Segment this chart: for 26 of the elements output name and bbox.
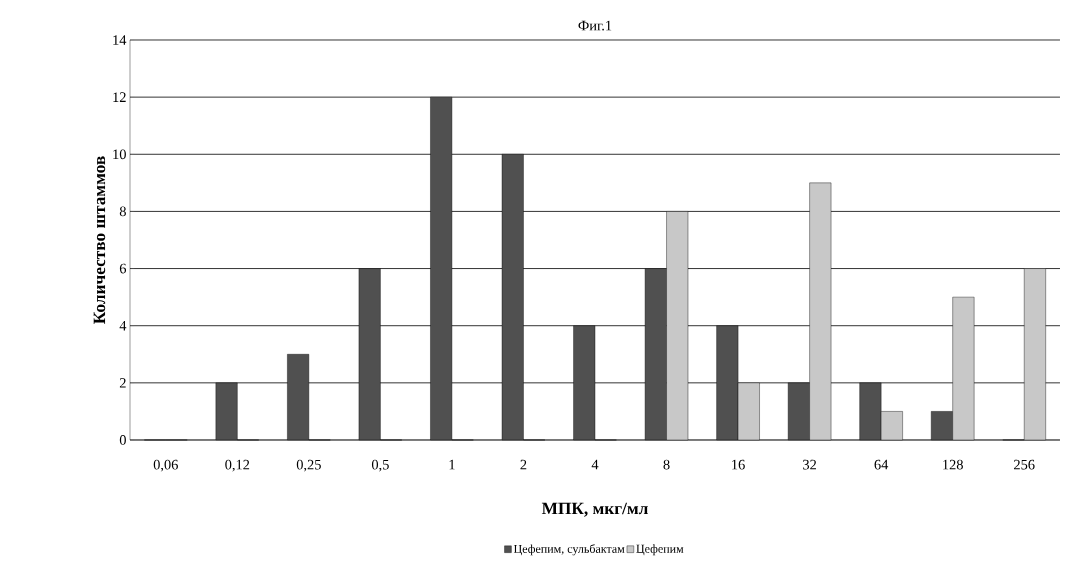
x-tick-label: 8 — [663, 459, 670, 470]
y-tick-label: 12 — [113, 92, 126, 102]
y-tick-label: 2 — [119, 378, 126, 388]
legend-label: Цефепим, сульбактам — [513, 544, 625, 556]
x-tick-label: 0,06 — [153, 459, 178, 472]
x-tick-label: 1 — [449, 459, 455, 470]
chart-title: Фиг.1 — [578, 20, 612, 31]
x-axis-title: МПК, мкг/мл — [541, 502, 648, 517]
x-tick-label: 0,25 — [296, 459, 321, 472]
x-tick-label: 2 — [520, 459, 527, 470]
x-tick-label: 256 — [1014, 459, 1035, 470]
y-tick-label: 4 — [119, 320, 127, 331]
x-tick-label: 128 — [943, 459, 963, 470]
x-tick-label: 0,5 — [371, 459, 389, 472]
y-axis-title: Количество штаммов — [93, 156, 106, 324]
y-tick-label: 14 — [113, 35, 127, 45]
y-tick-label: 0 — [119, 435, 126, 445]
y-tick-label: 10 — [113, 149, 126, 160]
x-tick-label: 4 — [591, 459, 599, 470]
x-tick-label: 0,12 — [225, 459, 250, 472]
y-tick-label: 8 — [119, 206, 126, 217]
x-tick-label: 32 — [803, 459, 817, 470]
y-tick-label: 6 — [119, 263, 127, 274]
x-tick-label: 16 — [732, 459, 745, 470]
legend-label: Цефепим — [636, 544, 684, 556]
x-tick-label: 64 — [874, 459, 889, 470]
